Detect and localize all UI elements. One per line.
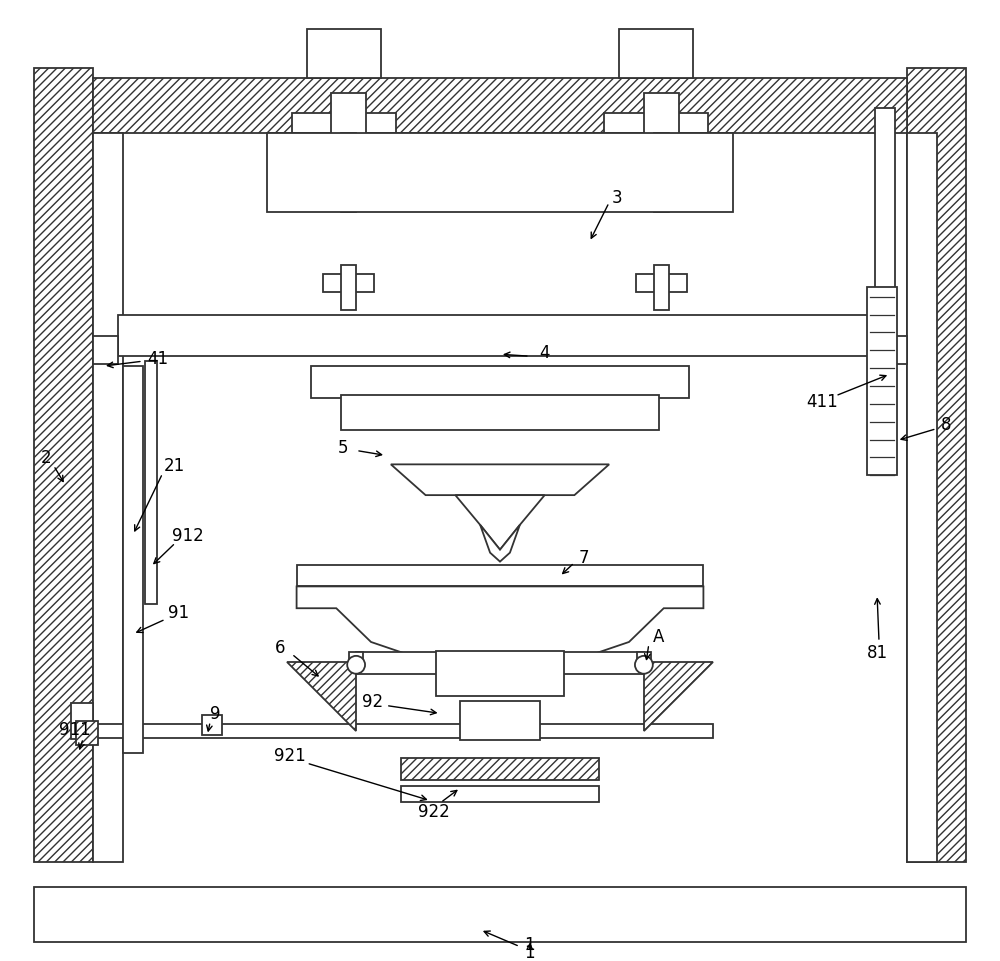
Bar	[311, 367, 689, 399]
Polygon shape	[287, 662, 356, 731]
Text: 1: 1	[524, 935, 535, 952]
Bar	[202, 716, 222, 735]
Text: 41: 41	[147, 350, 168, 368]
Text: 21: 21	[164, 456, 185, 475]
Bar	[76, 722, 98, 746]
Bar	[460, 701, 540, 740]
Text: A: A	[653, 628, 664, 646]
Bar	[356, 653, 644, 674]
Bar	[118, 315, 882, 357]
Bar	[341, 396, 659, 431]
Text: 4: 4	[539, 344, 550, 362]
Bar	[93, 80, 907, 134]
Bar	[93, 337, 118, 365]
Bar	[907, 134, 937, 862]
Bar	[123, 367, 143, 753]
Bar	[619, 30, 693, 80]
Bar	[349, 653, 363, 666]
Text: 411: 411	[807, 392, 838, 410]
Bar	[907, 69, 966, 862]
Bar	[307, 30, 381, 80]
Bar	[71, 703, 93, 739]
Bar	[145, 361, 157, 604]
Polygon shape	[297, 587, 703, 664]
Text: 91: 91	[168, 604, 189, 622]
Bar	[331, 94, 366, 154]
Bar	[654, 134, 669, 213]
Bar	[867, 287, 897, 476]
Bar	[267, 134, 733, 213]
Text: 92: 92	[362, 692, 384, 710]
Text: 9: 9	[210, 704, 220, 723]
Bar	[637, 653, 651, 666]
Bar	[882, 337, 907, 365]
Bar	[93, 134, 123, 862]
Bar	[875, 327, 895, 357]
Bar	[34, 887, 966, 942]
Text: 6: 6	[274, 638, 285, 656]
Bar	[875, 109, 895, 416]
Bar	[604, 114, 708, 134]
Bar	[292, 114, 396, 134]
Bar	[436, 652, 564, 696]
Bar	[341, 265, 356, 310]
Bar	[297, 565, 703, 587]
Text: 7: 7	[579, 548, 590, 566]
Circle shape	[347, 656, 365, 674]
Text: 3: 3	[612, 189, 622, 208]
Text: 5: 5	[338, 439, 348, 457]
Text: 1: 1	[524, 943, 535, 961]
Text: 921: 921	[274, 747, 306, 764]
Bar	[93, 725, 713, 738]
Polygon shape	[480, 526, 520, 562]
Text: 912: 912	[172, 527, 203, 544]
Text: 8: 8	[941, 415, 952, 433]
Bar	[644, 94, 679, 154]
Bar	[636, 275, 687, 292]
Polygon shape	[391, 465, 609, 496]
Bar	[401, 786, 599, 801]
Polygon shape	[644, 662, 713, 731]
Polygon shape	[455, 496, 545, 550]
Circle shape	[635, 656, 653, 674]
Text: 911: 911	[59, 721, 91, 738]
Bar	[323, 275, 374, 292]
Text: 922: 922	[418, 801, 449, 820]
Text: 2: 2	[41, 449, 52, 467]
Bar	[341, 134, 356, 213]
Bar	[401, 758, 599, 780]
Text: 81: 81	[866, 643, 888, 661]
Bar	[654, 265, 669, 310]
Bar	[34, 69, 93, 862]
